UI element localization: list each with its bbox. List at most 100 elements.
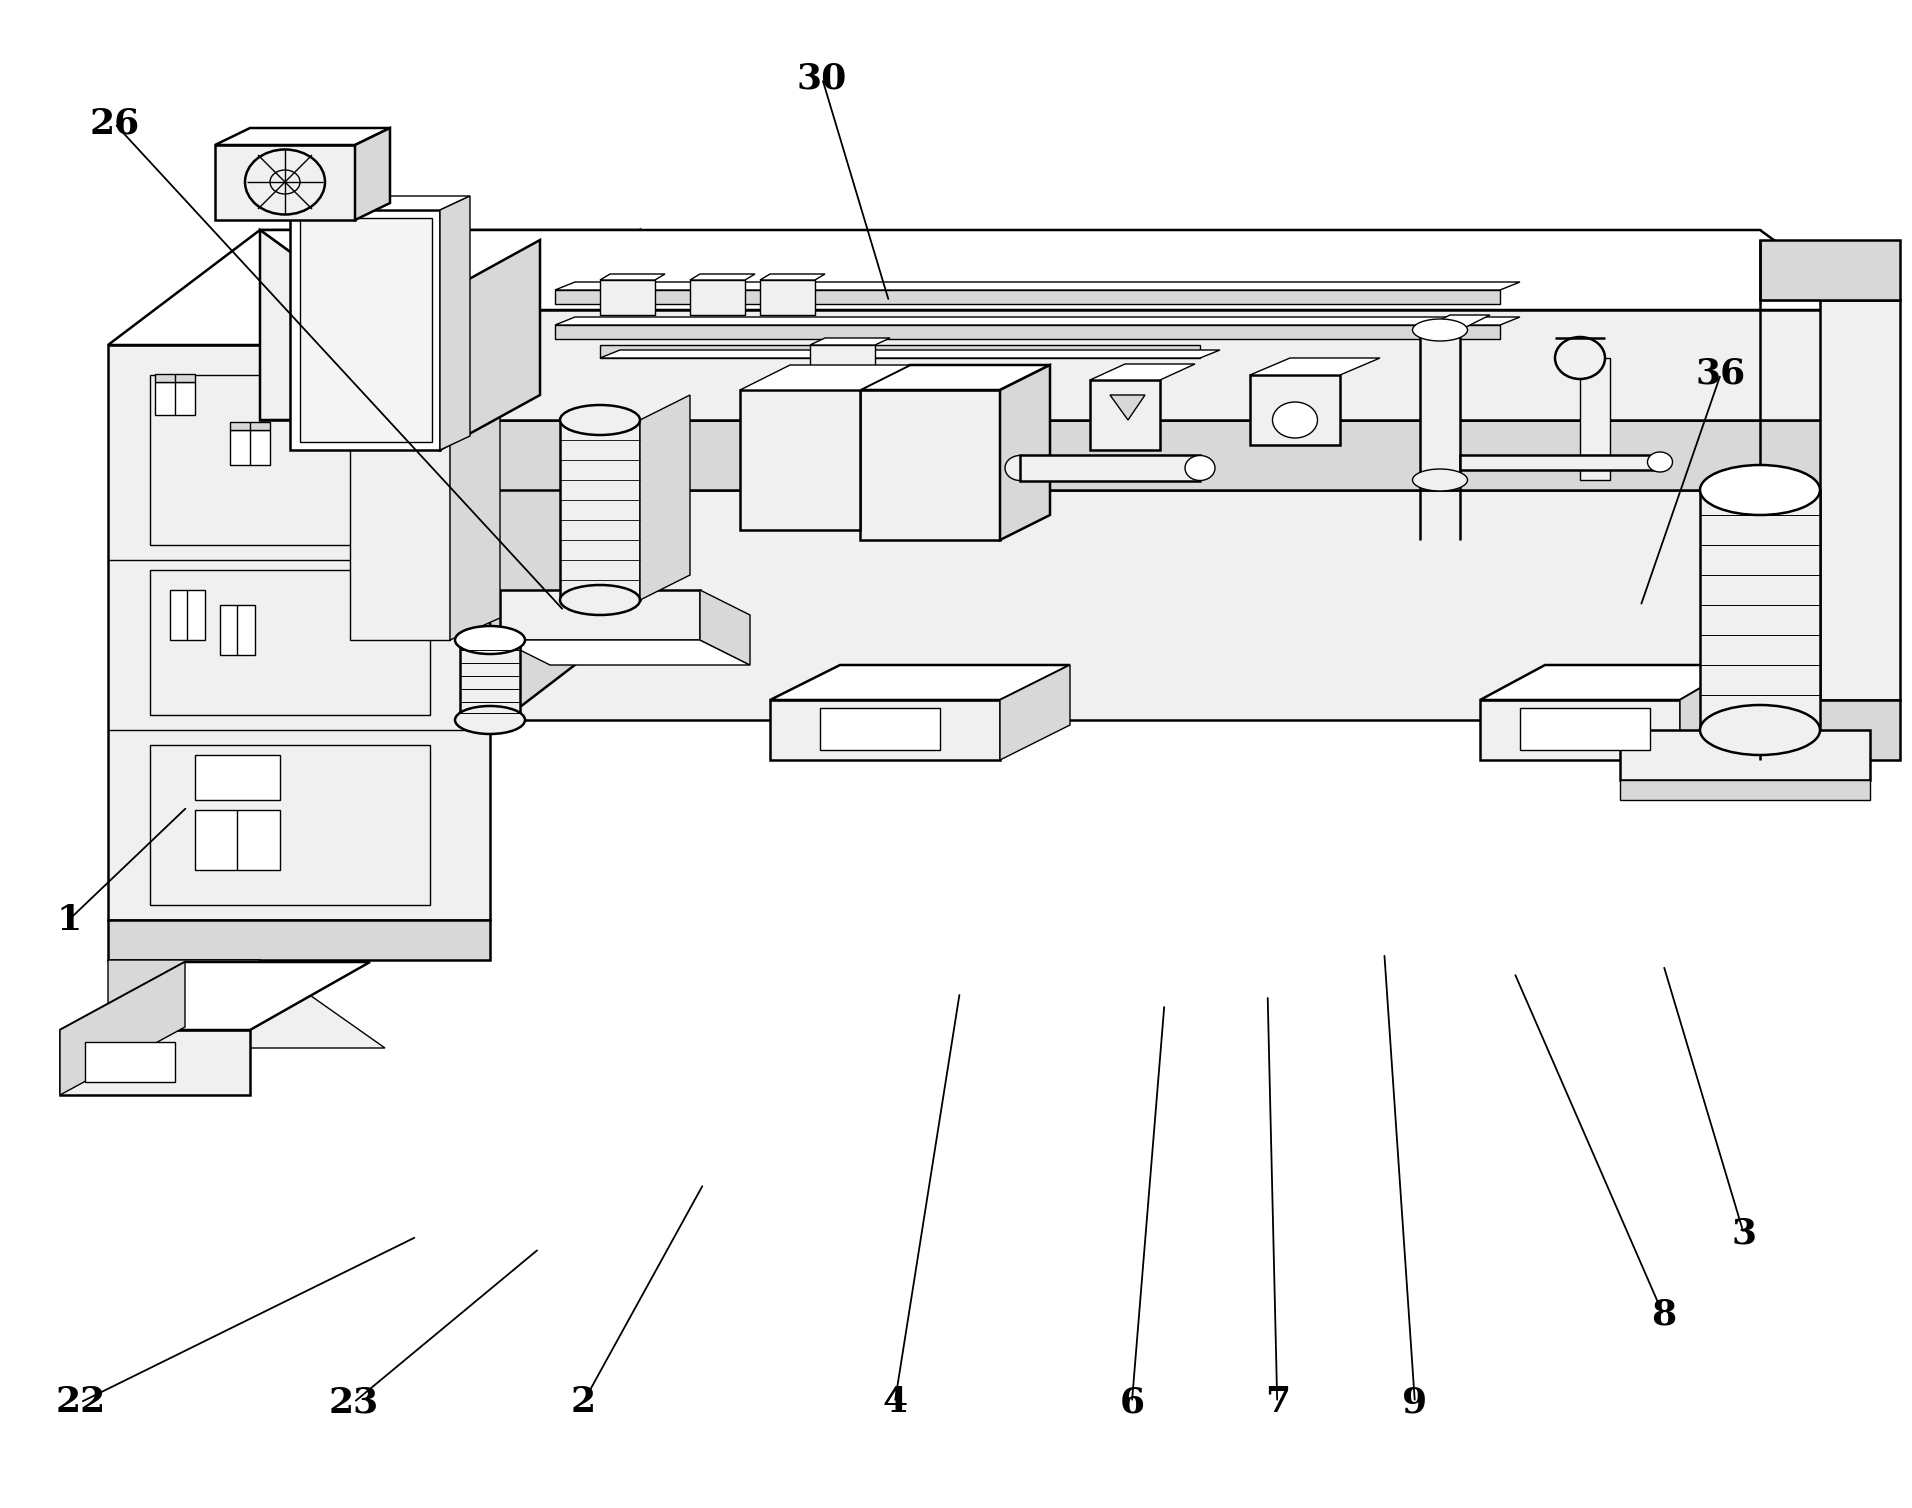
Polygon shape (771, 665, 1071, 700)
Polygon shape (300, 219, 432, 442)
Polygon shape (1461, 455, 1660, 470)
Polygon shape (1090, 363, 1195, 380)
Polygon shape (690, 280, 746, 315)
Polygon shape (1250, 375, 1340, 445)
Polygon shape (107, 961, 260, 1048)
Ellipse shape (455, 626, 526, 654)
Text: 6: 6 (1119, 1386, 1145, 1419)
Polygon shape (229, 430, 270, 464)
Polygon shape (489, 231, 641, 730)
Polygon shape (260, 231, 1761, 421)
Text: 2: 2 (570, 1386, 597, 1419)
Ellipse shape (1554, 336, 1604, 379)
Polygon shape (554, 317, 1520, 326)
Polygon shape (600, 345, 1201, 357)
Polygon shape (371, 490, 1870, 719)
Polygon shape (600, 280, 656, 315)
Text: 22: 22 (55, 1386, 105, 1419)
Polygon shape (600, 350, 1220, 357)
Polygon shape (641, 395, 690, 600)
Polygon shape (1761, 240, 1901, 300)
Polygon shape (1480, 700, 1681, 760)
Ellipse shape (1006, 455, 1034, 481)
Polygon shape (170, 590, 205, 639)
Text: 23: 23 (329, 1386, 379, 1419)
Polygon shape (107, 920, 489, 961)
Ellipse shape (1700, 464, 1820, 516)
Polygon shape (260, 421, 371, 490)
Text: 8: 8 (1650, 1298, 1677, 1332)
Text: 1: 1 (55, 903, 82, 936)
Polygon shape (1520, 707, 1650, 749)
Polygon shape (771, 700, 1000, 760)
Polygon shape (107, 345, 489, 920)
Polygon shape (811, 345, 876, 379)
Polygon shape (1700, 490, 1820, 730)
Polygon shape (740, 391, 860, 529)
Polygon shape (220, 605, 254, 654)
Polygon shape (1019, 455, 1201, 481)
Polygon shape (1250, 357, 1380, 375)
Polygon shape (560, 421, 641, 600)
Polygon shape (860, 365, 1050, 391)
Polygon shape (260, 231, 1870, 311)
Polygon shape (820, 707, 941, 749)
Text: 4: 4 (881, 1386, 908, 1419)
Polygon shape (371, 311, 1870, 421)
Polygon shape (449, 398, 501, 639)
Polygon shape (461, 639, 520, 719)
Polygon shape (229, 422, 270, 430)
Ellipse shape (1700, 706, 1820, 756)
Polygon shape (554, 282, 1520, 290)
Polygon shape (1000, 665, 1071, 760)
Polygon shape (860, 391, 1000, 540)
Polygon shape (1820, 300, 1901, 700)
Polygon shape (260, 231, 371, 421)
Text: 7: 7 (1264, 1386, 1291, 1419)
Polygon shape (700, 590, 750, 665)
Polygon shape (1761, 700, 1901, 760)
Polygon shape (84, 1042, 176, 1083)
Polygon shape (1681, 665, 1740, 760)
Polygon shape (149, 745, 430, 905)
Polygon shape (149, 375, 430, 544)
Ellipse shape (1648, 452, 1673, 472)
Polygon shape (155, 382, 195, 415)
Polygon shape (1111, 395, 1145, 421)
Polygon shape (155, 374, 195, 382)
Polygon shape (1000, 365, 1050, 540)
Polygon shape (1579, 357, 1610, 480)
Polygon shape (59, 1030, 250, 1095)
Polygon shape (260, 490, 371, 730)
Polygon shape (501, 590, 700, 639)
Ellipse shape (1413, 320, 1468, 341)
Polygon shape (1421, 315, 1489, 330)
Ellipse shape (1273, 403, 1317, 437)
Polygon shape (214, 128, 390, 145)
Ellipse shape (245, 149, 325, 214)
Polygon shape (195, 810, 279, 870)
Polygon shape (1619, 780, 1870, 801)
Text: 9: 9 (1401, 1386, 1428, 1419)
Polygon shape (291, 210, 440, 449)
Polygon shape (690, 274, 755, 280)
Polygon shape (356, 128, 390, 220)
Polygon shape (149, 570, 430, 715)
Polygon shape (371, 421, 1870, 490)
Polygon shape (1090, 380, 1161, 449)
Polygon shape (291, 196, 470, 210)
Polygon shape (214, 145, 356, 220)
Polygon shape (501, 639, 750, 665)
Ellipse shape (560, 406, 641, 434)
Text: 30: 30 (797, 62, 847, 95)
Polygon shape (1421, 330, 1461, 480)
Polygon shape (350, 398, 501, 421)
Polygon shape (195, 756, 279, 801)
Polygon shape (59, 962, 371, 1030)
Polygon shape (1619, 730, 1870, 780)
Text: 36: 36 (1696, 357, 1746, 391)
Polygon shape (107, 961, 384, 1048)
Text: 26: 26 (90, 107, 140, 140)
Polygon shape (1480, 665, 1740, 700)
Polygon shape (811, 338, 889, 345)
